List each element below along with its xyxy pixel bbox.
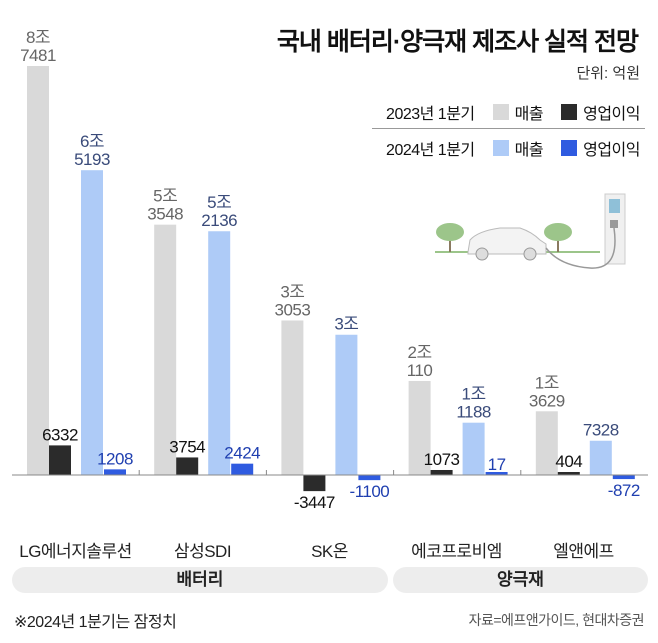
group-label-battery: 배터리 — [12, 567, 388, 593]
category-label: 엘앤에프 — [553, 542, 614, 561]
bar — [104, 469, 126, 475]
legend-row-2023: 2023년 1분기 매출 영업이익 — [386, 100, 640, 124]
bar — [176, 457, 199, 475]
data-label: 8조 7481 — [20, 28, 56, 65]
category-label: 삼성SDI — [173, 542, 232, 561]
data-label: 2424 — [224, 444, 260, 463]
bar — [430, 469, 453, 475]
ev-charging-illustration — [435, 193, 626, 269]
bar — [303, 475, 326, 492]
bar — [49, 445, 71, 475]
bar — [557, 472, 580, 475]
bar — [535, 411, 558, 475]
data-label: 2조 110 — [407, 343, 433, 380]
bar — [462, 422, 485, 475]
legend-period: 2023년 1분기 — [386, 106, 475, 123]
bar — [485, 472, 508, 475]
bar — [154, 224, 177, 475]
legend-row-2024: 2024년 1분기 매출 영업이익 — [386, 136, 640, 160]
legend-swatch-profit-2024 — [561, 140, 578, 156]
bar — [281, 320, 304, 475]
data-label: 1조 3629 — [529, 373, 565, 410]
group-label-cathode: 양극재 — [393, 567, 648, 593]
source-note: 자료=에프앤가이드, 현대차증권 — [468, 612, 645, 628]
legend-swatch-profit-2023 — [561, 104, 578, 120]
data-label: 1073 — [424, 450, 460, 469]
category-label: SK온 — [311, 542, 348, 561]
bar — [208, 231, 231, 475]
legend-profit-label: 영업이익 — [583, 142, 640, 159]
bar — [231, 463, 254, 475]
bar — [335, 334, 358, 475]
chart-title: 국내 배터리·양극재 제조사 실적 전망 — [276, 28, 639, 56]
data-label: -1100 — [350, 482, 390, 501]
legend-sales-label: 매출 — [514, 142, 544, 159]
data-label: 7328 — [583, 421, 619, 440]
bar — [408, 380, 431, 475]
bar — [81, 170, 103, 475]
data-label: 1208 — [97, 449, 133, 468]
data-label: 3754 — [169, 437, 205, 456]
data-label: -3447 — [294, 493, 335, 512]
data-label: 5조 3548 — [147, 187, 183, 224]
data-label: 17 — [488, 455, 506, 474]
bar — [589, 440, 612, 475]
legend-sales-label: 매출 — [514, 106, 544, 123]
category-label: LG에너지솔루션 — [19, 542, 132, 561]
data-label: 404 — [555, 452, 582, 471]
data-label: 6조 5193 — [74, 132, 110, 169]
legend-swatch-sales-2023 — [492, 104, 509, 120]
legend-swatch-sales-2024 — [492, 140, 509, 156]
footnote: ※2024년 1분기는 잠정치 — [14, 614, 177, 631]
bar — [358, 475, 381, 481]
data-label: 5조 2136 — [201, 193, 237, 230]
legend-period: 2024년 1분기 — [386, 142, 475, 159]
data-label: 6332 — [42, 425, 78, 444]
legend-divider — [372, 128, 645, 129]
data-label: -872 — [608, 481, 640, 500]
unit-label: 단위: 억원 — [576, 65, 640, 82]
legend-profit-label: 영업이익 — [583, 106, 640, 123]
data-label: 3조 3053 — [274, 282, 310, 319]
bar — [612, 475, 635, 480]
data-label: 3조 — [334, 315, 358, 334]
category-label: 에코프로비엠 — [411, 542, 502, 561]
data-label: 1조 1188 — [456, 385, 491, 422]
bar — [27, 66, 49, 475]
